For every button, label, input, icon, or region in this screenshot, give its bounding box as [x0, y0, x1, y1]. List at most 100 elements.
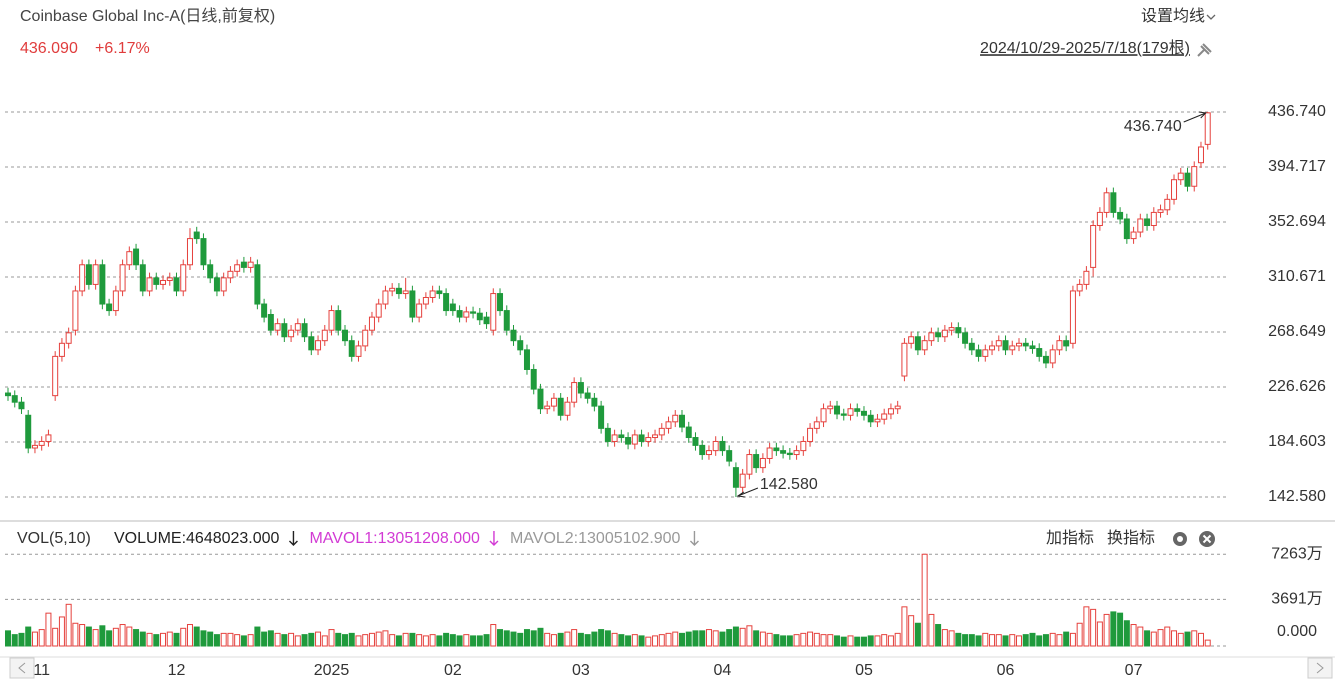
candle-body	[1110, 192, 1117, 213]
candle-body	[638, 434, 645, 442]
candle-body	[463, 311, 470, 318]
volume-bar	[1056, 634, 1063, 647]
ma-settings[interactable]: 设置均线	[1141, 7, 1205, 25]
pin-icon[interactable]	[1197, 43, 1212, 57]
volume-bar	[146, 632, 153, 647]
volume-bar	[449, 634, 456, 647]
candle-body	[1049, 349, 1056, 364]
volume-bar	[1184, 631, 1191, 647]
candle-body	[308, 336, 315, 351]
candle-body	[834, 405, 841, 415]
volume-bar	[625, 635, 632, 647]
x-tick-label: 11	[33, 662, 50, 679]
add-indicator[interactable]: 加指标	[1046, 529, 1094, 547]
candle-body	[1144, 218, 1151, 227]
volume-bar	[753, 630, 760, 647]
candle-body	[901, 342, 908, 377]
volume-bar	[112, 627, 119, 647]
volume-bar	[160, 632, 167, 647]
volume-bar	[807, 631, 814, 647]
volume-bar	[1137, 626, 1144, 647]
volume-bar	[65, 603, 72, 647]
volume-bar	[52, 627, 59, 647]
x-tick-label: 2025	[314, 662, 350, 679]
volume-bar	[503, 630, 510, 647]
volume-bar	[1090, 608, 1097, 647]
volume-bar	[261, 631, 268, 647]
candle-body	[160, 279, 167, 285]
volume-bar	[153, 634, 160, 647]
volume-bar	[652, 635, 659, 647]
candle-body	[389, 287, 396, 292]
volume-bar	[38, 629, 45, 647]
candle-body	[79, 264, 86, 292]
candle-body	[456, 310, 463, 318]
volume-bar	[389, 634, 396, 647]
candle-body	[267, 314, 274, 331]
volume-bar	[456, 635, 463, 647]
x-tick-label: 12	[168, 662, 186, 679]
last-price: 436.090	[20, 40, 78, 57]
candle-body	[820, 408, 827, 423]
y-tick-label: 310.671	[1268, 268, 1326, 285]
candle-body	[813, 421, 820, 429]
candle-body	[85, 264, 92, 285]
volume-bar	[1123, 620, 1130, 647]
volume-bar	[470, 635, 477, 647]
candle-body	[146, 277, 153, 292]
volume-bar	[25, 626, 32, 647]
volume-bar	[813, 632, 820, 647]
volume-bar	[726, 629, 733, 647]
volume-bar	[416, 634, 423, 647]
volume-bar	[200, 630, 207, 647]
volume-bar	[773, 634, 780, 647]
scroll-right[interactable]	[1307, 657, 1333, 679]
candle-body	[995, 340, 1002, 347]
volume-bar	[968, 634, 975, 647]
volume-bar	[1016, 635, 1022, 647]
volume-bar	[1083, 606, 1090, 647]
volume-bar	[18, 632, 25, 647]
candle-body	[193, 231, 200, 240]
volume-bar	[207, 631, 214, 647]
candle-body	[827, 405, 834, 410]
volume-bar	[240, 635, 247, 647]
candle-body	[847, 408, 854, 416]
candle-body	[874, 418, 881, 423]
y-tick-label: 394.717	[1268, 158, 1326, 175]
volume-bar	[523, 629, 530, 647]
candle-body	[106, 303, 113, 312]
candle-body	[281, 323, 288, 338]
candle-body	[52, 355, 59, 397]
legend-entry: VOLUME:4648023.000	[114, 530, 280, 547]
candle-body	[443, 293, 450, 312]
candle-body	[1171, 179, 1178, 200]
volume-bar	[571, 629, 578, 647]
volume-bar	[308, 632, 315, 647]
volume-bar	[955, 632, 962, 647]
volume-bar	[288, 632, 295, 647]
candle-body	[25, 414, 32, 449]
volume-bar	[699, 630, 706, 647]
volume-bar	[166, 631, 173, 647]
volume-bar	[631, 634, 638, 647]
volume-bar	[867, 635, 874, 647]
candle-body	[598, 405, 605, 429]
volume-bar	[1157, 629, 1164, 647]
candle-body	[395, 287, 402, 295]
candle-body	[1137, 218, 1144, 233]
scroll-left[interactable]	[9, 657, 35, 679]
candle-body	[315, 340, 322, 351]
volume-bar	[786, 635, 793, 647]
date-range: 2024/10/29-2025/7/18(179根)	[980, 39, 1190, 57]
volume-bar	[382, 630, 389, 647]
volume-bar	[476, 635, 483, 647]
candle-body	[180, 264, 187, 292]
chart-title: Coinbase Global Inc-A(日线,前复权)	[20, 7, 275, 25]
candle-body	[173, 277, 180, 292]
candle-body	[1164, 198, 1171, 211]
switch-indicator[interactable]: 换指标	[1107, 529, 1155, 547]
volume-bar	[11, 634, 18, 647]
candle-body	[1090, 225, 1097, 268]
candle-body	[429, 290, 436, 298]
